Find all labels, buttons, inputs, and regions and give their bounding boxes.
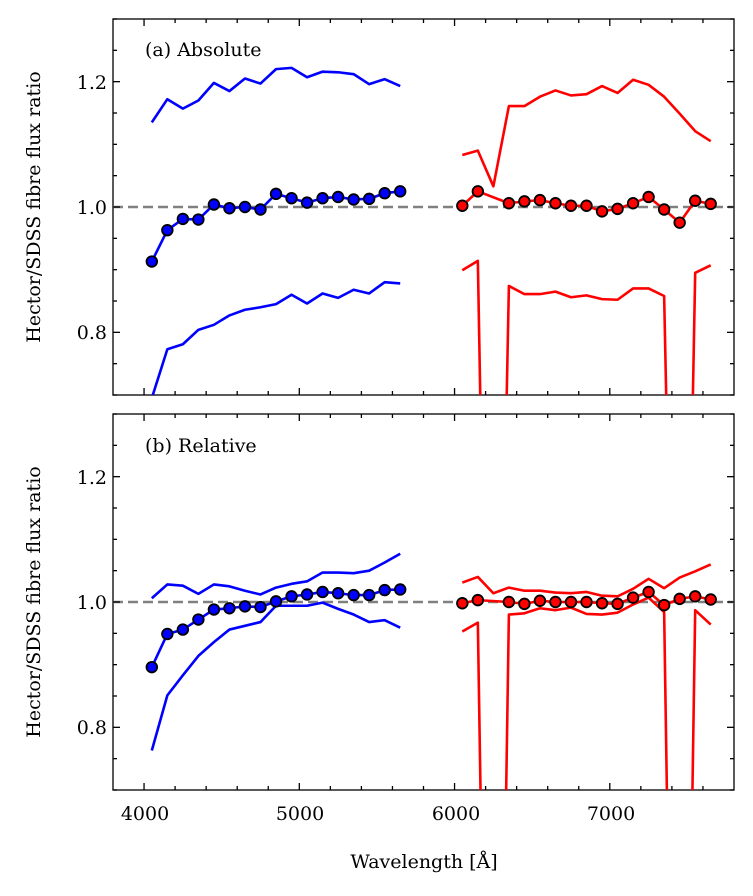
data-point-0-red-median-0 xyxy=(456,199,469,212)
series-line-0-red-lower xyxy=(461,259,712,395)
data-point-0-blue-median-5 xyxy=(223,202,236,215)
data-point-0-red-median-3 xyxy=(518,195,531,208)
data-point-1-red-median-9 xyxy=(611,597,624,611)
data-point-1-blue-median-12 xyxy=(331,587,345,600)
data-point-1-red-median-8 xyxy=(595,597,609,610)
data-point-0-blue-median-14 xyxy=(362,192,376,206)
ticks-0 xyxy=(113,18,734,396)
series-line-1-red-upper xyxy=(461,563,712,598)
ytick-label-0-0: 0.8 xyxy=(77,322,107,344)
panel-absolute-label: (a) Absolute xyxy=(145,39,261,61)
xtick-label-3: 7000 xyxy=(587,803,635,825)
data-point-0-red-median-2 xyxy=(502,197,516,210)
data-point-1-red-median-15 xyxy=(704,593,717,606)
ytick-label-0-1: 1.0 xyxy=(77,197,107,219)
panel-relative: (b) Relative Hector/SDSS fibre flux rati… xyxy=(23,413,735,873)
ytick-label-1-1: 1.0 xyxy=(77,592,107,614)
series-line-0-red-median xyxy=(461,190,711,224)
data-point-1-blue-median-14 xyxy=(362,588,376,602)
data-point-0-blue-median-12 xyxy=(331,190,345,204)
data-point-1-red-median-11 xyxy=(642,585,655,599)
series-line-0-red-upper xyxy=(461,78,712,188)
data-point-1-blue-median-8 xyxy=(269,595,283,608)
data-point-0-blue-median-9 xyxy=(285,192,298,205)
data-point-1-blue-median-10 xyxy=(300,588,314,601)
data-point-1-blue-median-3 xyxy=(192,613,205,626)
ticks-1 xyxy=(113,413,734,791)
ytick-label-1-2: 1.2 xyxy=(77,467,107,489)
data-point-0-red-median-13 xyxy=(673,216,686,229)
data-point-0-blue-median-6 xyxy=(238,200,252,214)
data-point-1-red-median-2 xyxy=(502,595,516,609)
data-point-1-blue-median-2 xyxy=(176,623,190,636)
data-point-0-red-median-6 xyxy=(564,199,578,212)
series-line-1-blue-upper xyxy=(150,552,401,600)
data-point-0-red-median-4 xyxy=(533,193,547,207)
data-point-0-red-median-9 xyxy=(611,202,624,216)
data-point-1-red-median-6 xyxy=(564,595,578,609)
data-point-1-blue-median-0 xyxy=(145,660,159,674)
xtick-label-1: 5000 xyxy=(276,803,324,825)
series-line-0-blue-upper xyxy=(150,66,401,124)
data-point-1-red-median-13 xyxy=(673,592,686,606)
data-point-1-blue-median-6 xyxy=(238,600,252,613)
data-point-0-blue-median-7 xyxy=(254,203,267,216)
data-point-1-blue-median-11 xyxy=(316,585,329,599)
data-point-0-red-median-1 xyxy=(471,185,485,198)
data-point-0-blue-median-13 xyxy=(347,193,360,206)
data-point-1-red-median-7 xyxy=(580,595,593,609)
data-point-0-blue-median-2 xyxy=(176,212,190,226)
data-point-1-red-median-10 xyxy=(626,591,640,604)
data-point-0-blue-median-11 xyxy=(316,192,329,205)
data-point-1-red-median-12 xyxy=(657,598,671,612)
data-point-0-red-median-8 xyxy=(595,205,609,218)
ytick-label-0-2: 1.2 xyxy=(77,72,107,94)
plot-area-1 xyxy=(113,552,734,790)
panel-relative-ylabel: Hector/SDSS fibre flux ratio xyxy=(23,466,45,737)
data-point-0-red-median-14 xyxy=(688,194,702,207)
data-point-1-blue-median-13 xyxy=(347,588,360,602)
data-point-1-blue-median-16 xyxy=(394,583,407,596)
data-point-0-blue-median-16 xyxy=(394,185,407,198)
data-point-1-red-median-5 xyxy=(549,595,562,609)
xtick-label-2: 6000 xyxy=(432,803,480,825)
xtick-label-0: 4000 xyxy=(121,803,169,825)
series-line-1-red-lower xyxy=(461,596,712,790)
data-point-0-red-median-11 xyxy=(642,190,655,204)
data-point-1-red-median-0 xyxy=(456,597,469,610)
data-point-0-blue-median-4 xyxy=(207,198,221,211)
data-point-1-blue-median-9 xyxy=(285,590,298,603)
data-point-0-red-median-15 xyxy=(704,197,717,211)
data-point-0-blue-median-3 xyxy=(192,213,205,226)
data-point-0-blue-median-1 xyxy=(161,223,174,237)
panel-relative-label: (b) Relative xyxy=(145,435,257,457)
panel-absolute-ylabel: Hector/SDSS fibre flux ratio xyxy=(23,71,45,342)
data-point-1-red-median-14 xyxy=(688,590,702,603)
series-line-0-blue-median xyxy=(150,190,401,263)
ytick-label-1-0: 0.8 xyxy=(77,717,107,739)
data-point-1-blue-median-5 xyxy=(223,602,236,615)
series-line-0-blue-lower xyxy=(151,280,401,395)
data-point-1-red-median-4 xyxy=(533,594,547,607)
data-point-1-red-median-1 xyxy=(471,593,485,607)
data-point-0-blue-median-0 xyxy=(145,255,159,268)
data-point-0-blue-median-8 xyxy=(269,187,283,201)
data-point-1-red-median-3 xyxy=(518,597,531,611)
x-axis-title: Wavelength [Å] xyxy=(350,851,497,873)
data-point-0-red-median-12 xyxy=(657,203,671,216)
data-point-1-blue-median-1 xyxy=(161,627,174,641)
plot-area-0 xyxy=(113,66,734,395)
data-point-0-red-median-10 xyxy=(626,197,640,210)
data-point-0-blue-median-15 xyxy=(378,187,391,200)
data-point-1-blue-median-7 xyxy=(254,600,267,614)
data-point-1-blue-median-15 xyxy=(378,583,391,597)
data-point-0-blue-median-10 xyxy=(300,196,314,209)
series-line-1-red-median xyxy=(462,590,711,607)
data-point-1-blue-median-4 xyxy=(207,603,221,616)
data-point-0-red-median-5 xyxy=(549,197,562,210)
data-point-0-red-median-7 xyxy=(580,199,593,212)
